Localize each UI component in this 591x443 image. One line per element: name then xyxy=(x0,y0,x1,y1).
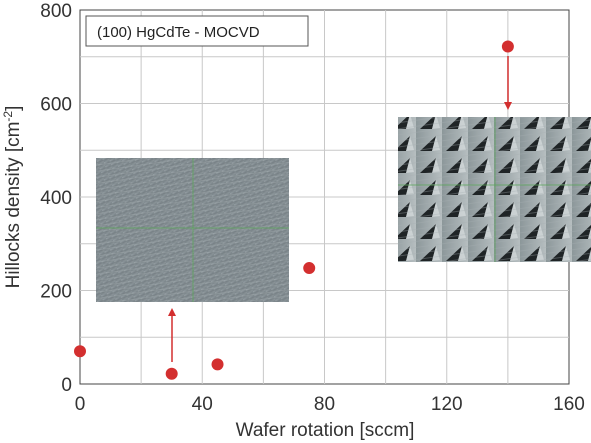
x-tick-label: 40 xyxy=(192,394,213,415)
y-tick-label: 400 xyxy=(40,188,72,209)
y-tick-label: 0 xyxy=(61,375,72,396)
y-axis-label-end: ] xyxy=(3,106,24,111)
data-point xyxy=(501,40,514,53)
data-point xyxy=(211,358,224,371)
y-tick-label: 800 xyxy=(40,1,72,22)
inset-low-hillock xyxy=(96,158,289,302)
tick-labels: 0 40 80 120 160 0 200 400 600 800 xyxy=(40,1,585,415)
y-axis-label: Hillocks density [cm-2] xyxy=(1,106,24,289)
x-tick-label: 0 xyxy=(75,394,86,415)
data-point xyxy=(165,367,178,380)
inset-high-hillock xyxy=(398,117,591,262)
data-point xyxy=(303,262,316,275)
y-axis-label-main: Hillocks density [cm xyxy=(3,122,24,289)
legend-label: (100) HgCdTe - MOCVD xyxy=(97,24,260,41)
data-points xyxy=(74,40,514,380)
x-tick-label: 160 xyxy=(553,394,585,415)
legend-box xyxy=(85,15,309,47)
x-tick-label: 80 xyxy=(314,394,335,415)
y-tick-label: 200 xyxy=(40,282,72,303)
y-axis-label-sup: -2 xyxy=(1,111,15,122)
legend: (100) HgCdTe - MOCVD xyxy=(85,15,309,47)
data-point xyxy=(74,345,86,358)
x-tick-label: 120 xyxy=(431,394,463,415)
y-tick-label: 600 xyxy=(40,95,72,116)
x-axis-label: Wafer rotation [sccm] xyxy=(236,420,415,441)
